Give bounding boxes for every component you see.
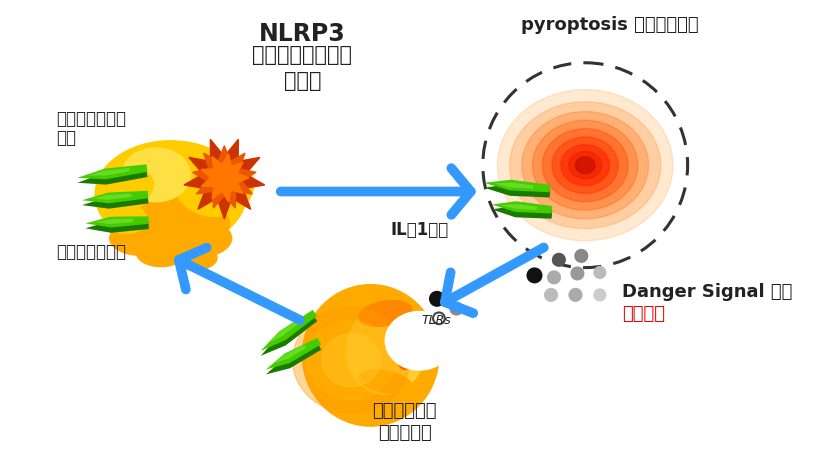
Text: TLRs: TLRs [422, 315, 451, 328]
Ellipse shape [110, 167, 154, 202]
Ellipse shape [173, 246, 217, 270]
Text: による貰食: による貰食 [378, 423, 432, 441]
Polygon shape [484, 180, 550, 192]
Text: Danger Signal 放出: Danger Signal 放出 [622, 283, 793, 301]
Polygon shape [266, 338, 321, 369]
Ellipse shape [575, 157, 595, 173]
Ellipse shape [307, 321, 395, 400]
Ellipse shape [176, 153, 254, 216]
Circle shape [553, 253, 565, 266]
Ellipse shape [102, 170, 190, 238]
Polygon shape [82, 195, 149, 209]
Polygon shape [92, 194, 132, 200]
Circle shape [430, 292, 444, 306]
Text: マクロファージ: マクロファージ [56, 243, 126, 261]
Polygon shape [274, 345, 306, 364]
Circle shape [527, 268, 542, 283]
Polygon shape [261, 315, 317, 356]
Ellipse shape [385, 311, 453, 370]
Text: インフラマソーム: インフラマソーム [252, 45, 353, 65]
Circle shape [594, 289, 606, 301]
Text: 活性化: 活性化 [284, 71, 321, 90]
Ellipse shape [522, 112, 648, 219]
Ellipse shape [322, 334, 380, 387]
Text: 遗走炎症細胞: 遗走炎症細胞 [373, 402, 437, 420]
Ellipse shape [122, 148, 190, 202]
Ellipse shape [302, 285, 439, 426]
Ellipse shape [137, 239, 185, 266]
Polygon shape [95, 219, 133, 224]
Circle shape [594, 266, 606, 278]
Polygon shape [202, 154, 249, 202]
Text: 尿酸は？: 尿酸は？ [622, 305, 666, 323]
Polygon shape [491, 206, 552, 219]
Ellipse shape [293, 308, 410, 413]
Polygon shape [88, 168, 129, 176]
Ellipse shape [561, 145, 609, 186]
Ellipse shape [542, 129, 628, 202]
Polygon shape [494, 183, 534, 189]
Polygon shape [268, 319, 301, 343]
Polygon shape [77, 169, 148, 184]
Ellipse shape [394, 316, 416, 369]
Polygon shape [193, 146, 256, 208]
Ellipse shape [359, 301, 412, 326]
Text: NLRP3: NLRP3 [259, 22, 346, 46]
Ellipse shape [95, 141, 247, 248]
Text: 結晶: 結晶 [56, 129, 76, 147]
Circle shape [569, 288, 582, 301]
Text: pyroptosis による細胞死: pyroptosis による細胞死 [520, 16, 698, 34]
Ellipse shape [110, 221, 173, 256]
Ellipse shape [497, 90, 673, 241]
Polygon shape [266, 342, 321, 374]
Ellipse shape [346, 306, 424, 394]
Circle shape [571, 267, 583, 280]
Ellipse shape [107, 204, 146, 234]
Ellipse shape [552, 137, 618, 194]
Ellipse shape [569, 152, 602, 179]
Polygon shape [85, 216, 149, 227]
Circle shape [544, 288, 558, 301]
Polygon shape [500, 204, 537, 210]
Ellipse shape [510, 102, 661, 229]
Polygon shape [261, 310, 317, 351]
Polygon shape [484, 184, 550, 198]
Polygon shape [491, 201, 552, 213]
Polygon shape [85, 221, 149, 233]
Polygon shape [82, 191, 149, 203]
Circle shape [450, 302, 463, 315]
Text: コレステロール: コレステロール [56, 110, 126, 128]
Ellipse shape [159, 219, 232, 258]
Circle shape [548, 271, 560, 284]
Polygon shape [184, 140, 265, 219]
Ellipse shape [359, 370, 412, 393]
Circle shape [575, 250, 588, 262]
Ellipse shape [132, 197, 229, 251]
Ellipse shape [533, 120, 638, 210]
Polygon shape [77, 164, 148, 179]
Text: IL－1分泌: IL－1分泌 [390, 221, 448, 239]
